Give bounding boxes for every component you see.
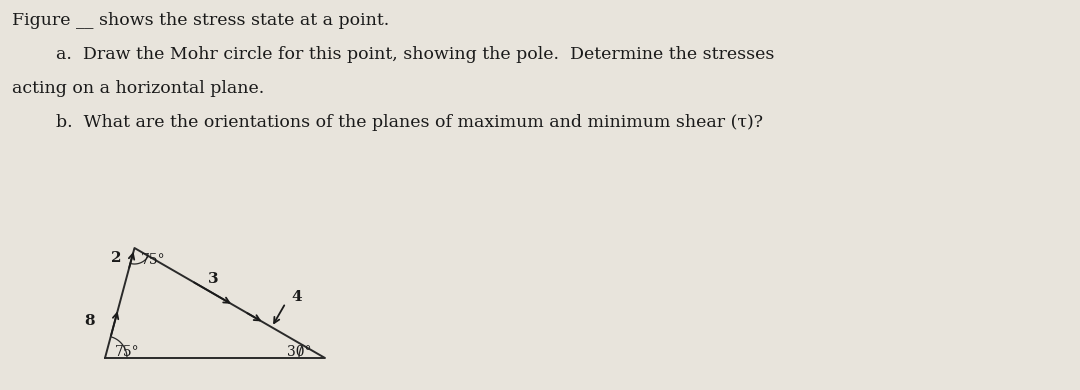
Text: Figure __ shows the stress state at a point.: Figure __ shows the stress state at a po… [12, 12, 389, 29]
Text: 4: 4 [292, 290, 302, 304]
Text: 30°: 30° [287, 345, 311, 359]
Text: a.  Draw the Mohr circle for this point, showing the pole.  Determine the stress: a. Draw the Mohr circle for this point, … [12, 46, 774, 63]
Text: b.  What are the orientations of the planes of maximum and minimum shear (τ)?: b. What are the orientations of the plan… [12, 114, 762, 131]
Text: 2: 2 [111, 251, 122, 264]
Text: 8: 8 [84, 314, 95, 328]
Text: 75°: 75° [140, 254, 165, 268]
Text: acting on a horizontal plane.: acting on a horizontal plane. [12, 80, 265, 97]
Text: 3: 3 [207, 272, 218, 286]
Text: 75°: 75° [114, 345, 139, 359]
